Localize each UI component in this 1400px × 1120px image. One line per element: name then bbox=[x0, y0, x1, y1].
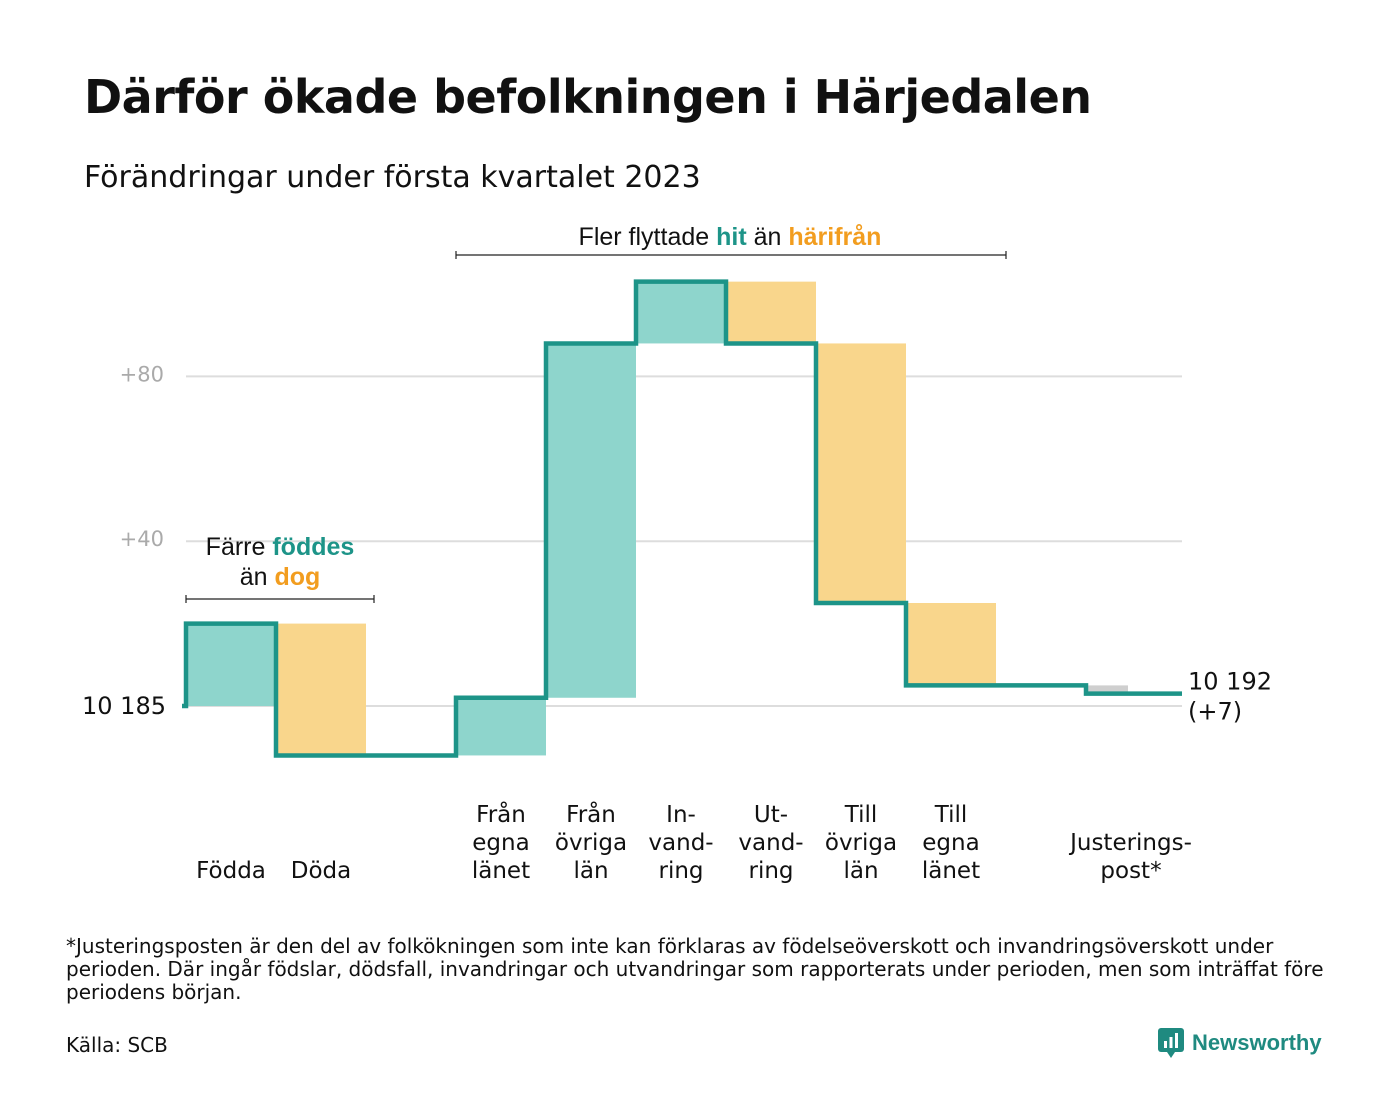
category-label: Från bbox=[476, 800, 526, 828]
category-label: Ut- bbox=[754, 802, 788, 828]
category-label: Födda bbox=[196, 858, 266, 884]
cumulative-step-line bbox=[182, 279, 1182, 758]
bar-layer bbox=[186, 281, 1128, 756]
category-label: ring bbox=[748, 858, 793, 884]
y-tick-label: +40 bbox=[120, 527, 164, 551]
bar-out bbox=[726, 281, 816, 344]
end-change-label: (+7) bbox=[1188, 698, 1242, 726]
bar-in bbox=[186, 623, 276, 706]
deaths-highlight: dog bbox=[274, 563, 320, 591]
line-layer bbox=[182, 279, 1182, 758]
newsworthy-logo-icon bbox=[1158, 1028, 1184, 1058]
y-tick-label: +80 bbox=[120, 362, 164, 386]
source-note: Källa: SCB bbox=[66, 1033, 168, 1057]
category-label: Justerings- bbox=[1068, 830, 1192, 856]
bar-out bbox=[906, 603, 996, 686]
births-highlight: föddes bbox=[272, 533, 354, 561]
waterfall-chart: Färre föddes än dog Fler flyttade hit än… bbox=[82, 223, 1272, 884]
chart-title: Därför ökade befolkningen i Härjedalen bbox=[84, 70, 1092, 124]
bar-in bbox=[546, 343, 636, 698]
category-label: Döda bbox=[291, 858, 351, 884]
brand-logo: Newsworthy bbox=[1158, 1028, 1322, 1058]
category-label: egna bbox=[472, 830, 529, 856]
migration-out-highlight: härifrån bbox=[788, 223, 881, 251]
category-label: län bbox=[573, 858, 608, 884]
category-label: egna bbox=[922, 830, 979, 856]
category-label: Till bbox=[934, 802, 968, 828]
category-label: Från bbox=[566, 800, 616, 828]
births-annotation-bracket bbox=[185, 595, 375, 603]
bar-in bbox=[636, 281, 726, 344]
category-label: ring bbox=[658, 858, 703, 884]
category-label: Till bbox=[844, 802, 878, 828]
births-annotation-line1: Färre föddes bbox=[206, 533, 355, 561]
category-label: övriga bbox=[825, 830, 897, 856]
category-label: vand- bbox=[738, 830, 803, 856]
footnote: *Justeringsposten är den del av folkökni… bbox=[66, 934, 1324, 1004]
brand-name: Newsworthy bbox=[1192, 1030, 1322, 1055]
category-label: post* bbox=[1100, 858, 1161, 884]
bar-in bbox=[456, 697, 546, 756]
bar-adjust bbox=[1086, 685, 1128, 694]
chart-subtitle: Förändringar under första kvartalet 2023 bbox=[84, 160, 701, 195]
category-label: länet bbox=[472, 858, 530, 884]
category-label: In- bbox=[666, 802, 696, 828]
start-value-label: 10 185 bbox=[82, 692, 166, 720]
bar-out bbox=[276, 623, 366, 756]
category-label: länet bbox=[922, 858, 980, 884]
migration-annotation-bracket bbox=[455, 251, 1007, 259]
bar-out bbox=[816, 343, 906, 603]
migration-annotation: Fler flyttade hit än härifrån bbox=[579, 223, 882, 251]
annotation-layer: Färre föddes än dog Fler flyttade hit än… bbox=[185, 223, 1007, 603]
category-label: vand- bbox=[648, 830, 713, 856]
end-value-label: 10 192 bbox=[1188, 668, 1272, 696]
category-label: län bbox=[843, 858, 878, 884]
migration-in-highlight: hit bbox=[716, 223, 747, 251]
births-annotation-line2: än dog bbox=[240, 563, 321, 591]
category-label: övriga bbox=[555, 830, 627, 856]
